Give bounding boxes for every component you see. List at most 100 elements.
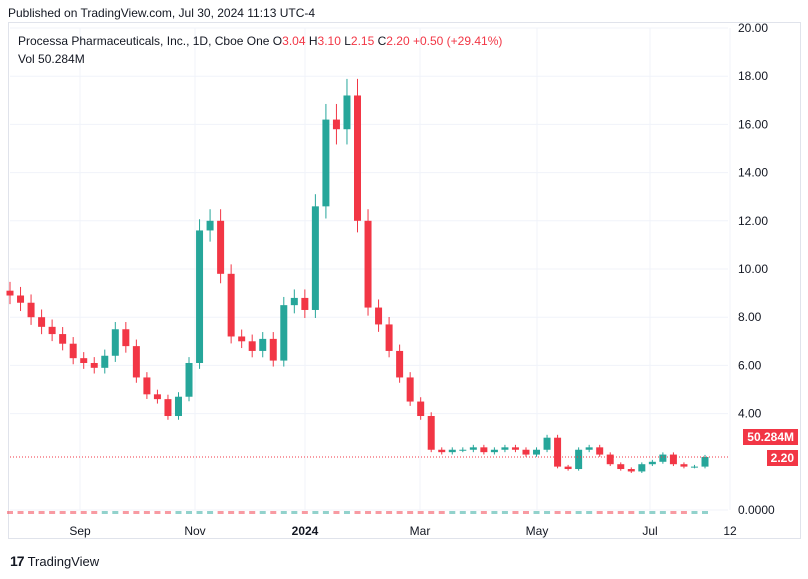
- candle-body: [206, 220, 214, 231]
- candle-body: [596, 447, 604, 455]
- high-label: H: [308, 34, 318, 48]
- y-tick-label: 12.00: [738, 214, 768, 228]
- candle-body: [375, 307, 383, 325]
- volume-bar: [691, 511, 698, 514]
- published-caption: Published on TradingView.com, Jul 30, 20…: [8, 6, 316, 20]
- tradingview-logo[interactable]: 17 TradingView: [10, 553, 99, 569]
- volume-bar: [312, 511, 319, 514]
- volume-bar: [196, 511, 203, 514]
- volume-bar: [49, 511, 56, 514]
- brand-label: TradingView: [27, 553, 100, 569]
- volume-bar: [596, 511, 603, 514]
- candle-body: [248, 341, 256, 351]
- volume-bar: [512, 511, 519, 514]
- x-tick-label: 2024: [292, 524, 319, 538]
- volume-label: Vol: [18, 52, 35, 66]
- candle-body: [564, 466, 572, 470]
- volume-bar: [638, 511, 645, 514]
- candle-body: [511, 447, 519, 450]
- candle-body: [48, 326, 56, 335]
- candle-body: [659, 454, 667, 462]
- candle-body: [259, 338, 267, 351]
- y-tick-label: 16.00: [738, 117, 768, 131]
- candle-body: [101, 355, 109, 368]
- candle-body: [690, 466, 698, 468]
- volume-bar: [70, 511, 77, 514]
- y-tick-label: 14.00: [738, 166, 768, 180]
- volume-bar: [680, 511, 687, 514]
- volume-bar: [649, 511, 656, 514]
- candle-body: [322, 119, 330, 207]
- volume-bar: [80, 511, 87, 514]
- candle-body: [6, 290, 14, 296]
- volume-bar: [659, 511, 666, 514]
- volume-bar: [101, 511, 108, 514]
- candle-body: [385, 324, 393, 351]
- candle-body: [174, 396, 182, 417]
- candle-body: [290, 297, 298, 306]
- volume-bar: [417, 511, 424, 514]
- volume-bar: [28, 511, 35, 514]
- volume-bar: [333, 511, 340, 514]
- price-badge: 2.20: [766, 450, 798, 466]
- volume-bar: [565, 511, 572, 514]
- candle-body: [501, 447, 509, 450]
- candle-body: [554, 437, 562, 467]
- volume-bar: [386, 511, 393, 514]
- volume-bar: [259, 511, 266, 514]
- y-tick-label: 0.0000: [738, 503, 775, 517]
- candle-body: [185, 362, 193, 397]
- volume-bar: [449, 511, 456, 514]
- candle-body: [522, 449, 530, 455]
- candle-body: [196, 230, 204, 363]
- candle-body: [164, 399, 172, 417]
- ohlc-legend: Processa Pharmaceuticals, Inc., 1D, Cboe…: [18, 34, 502, 48]
- volume-bar: [628, 511, 635, 514]
- y-tick-label: 18.00: [738, 69, 768, 83]
- candle-body: [90, 362, 98, 368]
- volume-bar: [586, 511, 593, 514]
- volume-bar: [375, 511, 382, 514]
- volume-bar: [343, 511, 350, 514]
- candle-body: [332, 119, 340, 130]
- volume-bar: [396, 511, 403, 514]
- symbol-name: Processa Pharmaceuticals, Inc., 1D, Cboe…: [18, 34, 270, 48]
- candle-body: [406, 377, 414, 402]
- volume-bar: [154, 511, 161, 514]
- candle-body: [301, 297, 309, 310]
- x-tick-label: Mar: [410, 524, 431, 538]
- candle-body: [17, 295, 25, 303]
- candle-body: [343, 95, 351, 130]
- x-tick-label: Jul: [642, 524, 657, 538]
- volume-bar: [7, 511, 13, 514]
- volume-bar: [354, 511, 361, 514]
- volume-legend: Vol 50.284M: [18, 52, 85, 66]
- candle-body: [122, 329, 130, 347]
- volume-bar: [554, 511, 561, 514]
- candle-body: [533, 449, 541, 455]
- volume-bar: [217, 511, 224, 514]
- candle-body: [490, 449, 498, 453]
- candle-body: [617, 464, 625, 470]
- volume-bar: [533, 511, 540, 514]
- candle-body: [669, 454, 677, 465]
- low-value: 2.15: [350, 34, 375, 48]
- volume-bar: [480, 511, 487, 514]
- candle-body: [701, 456, 709, 467]
- candle-body: [80, 358, 88, 363]
- candle-body: [448, 449, 456, 453]
- candle-body: [27, 302, 35, 318]
- close-label: C: [377, 34, 387, 48]
- candle-body: [543, 437, 551, 450]
- candle-body: [217, 220, 225, 274]
- volume-bar: [607, 511, 614, 514]
- candle-body: [354, 95, 361, 221]
- candle-body: [38, 317, 46, 327]
- candle-body: [311, 206, 319, 310]
- candle-body: [111, 329, 119, 356]
- candle-body: [585, 447, 593, 450]
- candle-body: [427, 416, 435, 450]
- candle-body: [606, 454, 614, 465]
- volume-bar: [175, 511, 182, 514]
